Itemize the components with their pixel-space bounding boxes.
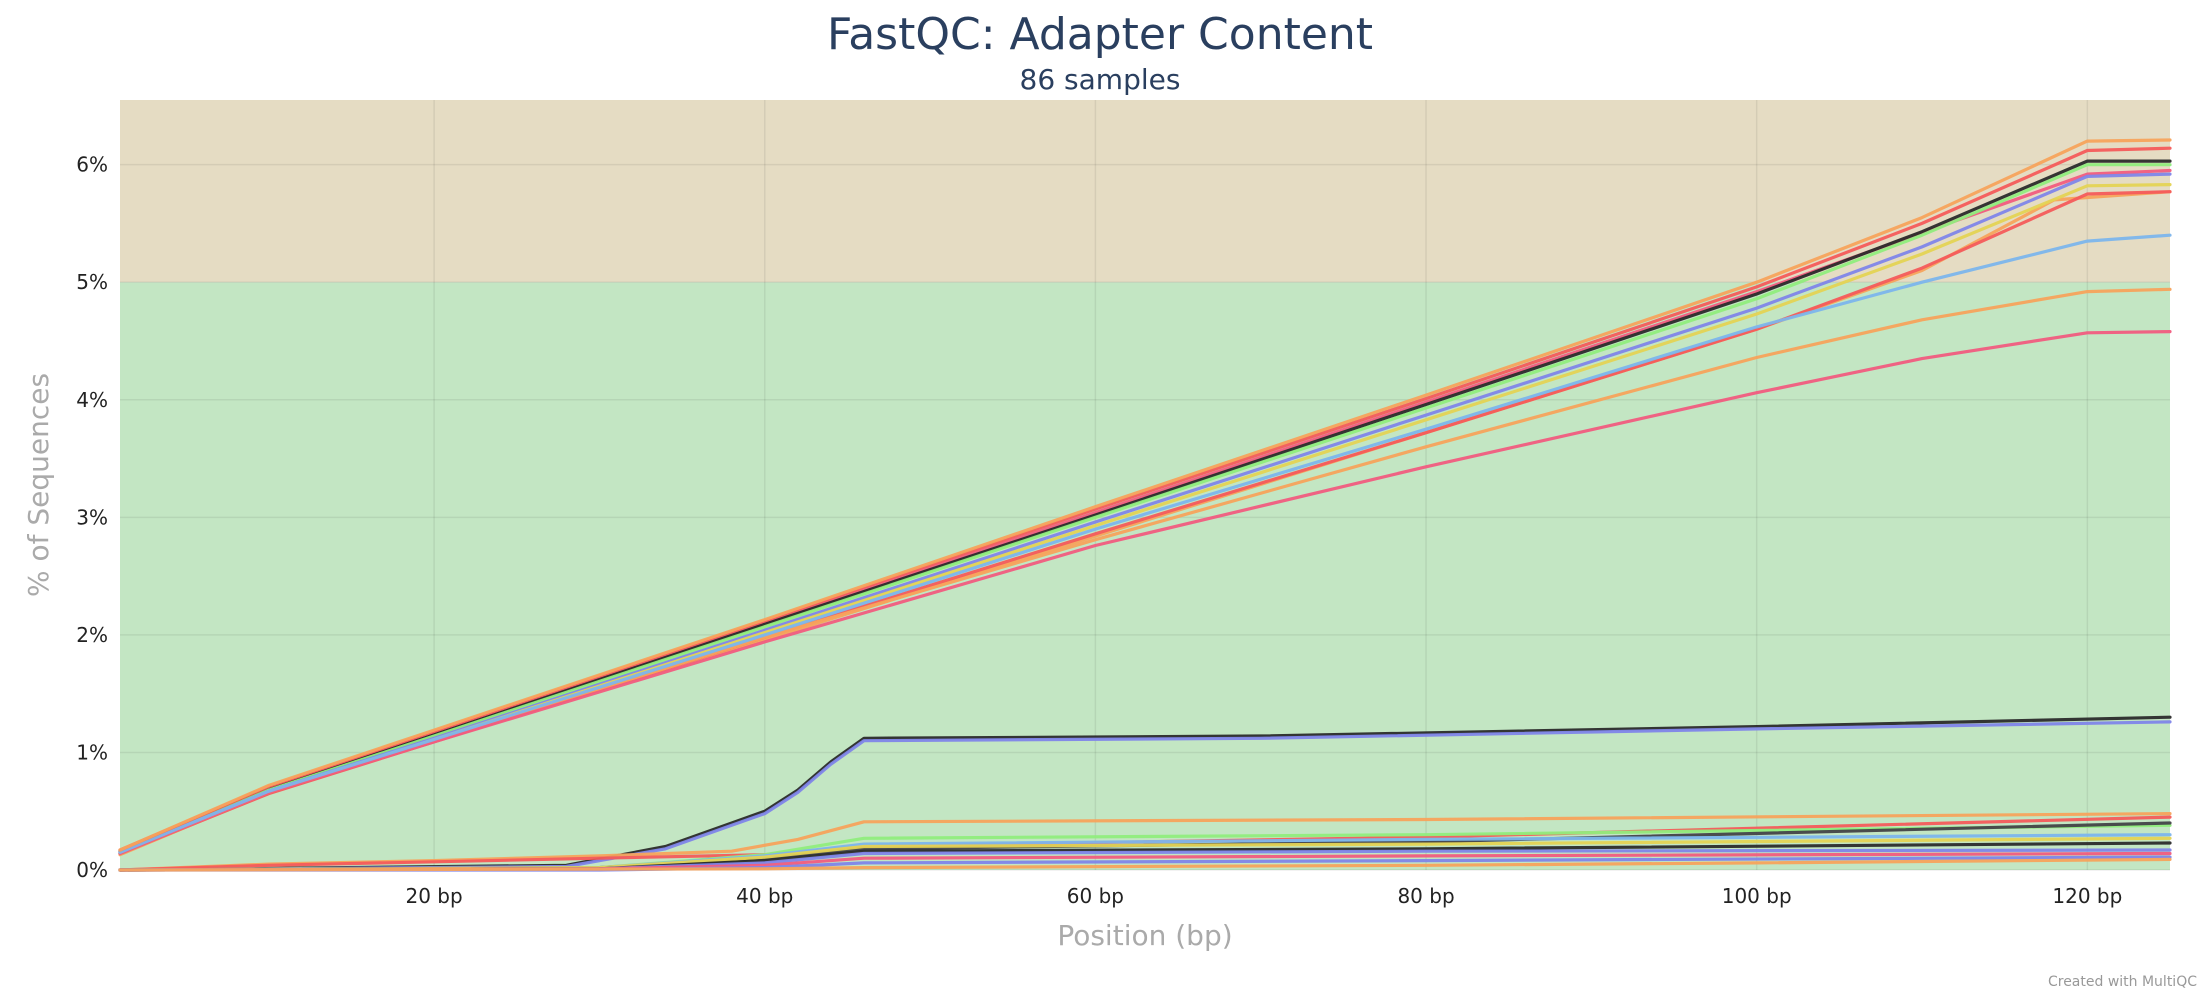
y-tick-label: 1%: [76, 740, 108, 764]
status-bands: [120, 100, 2170, 870]
series-line-4[interactable]: [118, 163, 2172, 855]
y-tick-label: 6%: [76, 153, 108, 177]
y-tick-label: 2%: [76, 623, 108, 647]
y-axis-title: % of Sequences: [22, 373, 55, 597]
multiqc-credit: Created with MultiQC: [2047, 974, 2197, 990]
y-tick-label: 3%: [76, 505, 108, 529]
series-line-12[interactable]: [118, 138, 2172, 852]
y-axis-ticks: 0% 1% 2% 3% 4% 5% 6%: [76, 153, 108, 882]
title-block: FastQC: Adapter Content 86 samples: [0, 0, 2200, 98]
series-lines[interactable]: [118, 138, 2172, 872]
x-tick-label: 120 bp: [2052, 884, 2122, 908]
series-line-9[interactable]: [118, 330, 2172, 856]
x-axis-title: Position (bp): [1057, 919, 1232, 952]
x-tick-label: 20 bp: [406, 884, 463, 908]
band-pass: [120, 282, 2170, 870]
series-line-25[interactable]: [118, 857, 2172, 872]
y-tick-label: 4%: [76, 388, 108, 412]
band-warn: [120, 100, 2170, 283]
chart-subtitle: 86 samples: [1019, 63, 1181, 96]
y-tick-label: 0%: [76, 858, 108, 882]
x-tick-label: 100 bp: [1722, 884, 1792, 908]
x-tick-label: 80 bp: [1397, 884, 1454, 908]
series-line-10[interactable]: [118, 233, 2172, 855]
gridlines: [120, 100, 2170, 871]
x-tick-label: 40 bp: [736, 884, 793, 908]
x-axis-ticks: 20 bp 40 bp 60 bp 80 bp 100 bp 120 bp: [406, 884, 2123, 908]
chart-title: FastQC: Adapter Content: [826, 9, 1374, 60]
y-tick-label: 5%: [76, 270, 108, 294]
series-line-13[interactable]: [118, 715, 2172, 872]
x-tick-label: 60 bp: [1067, 884, 1124, 908]
